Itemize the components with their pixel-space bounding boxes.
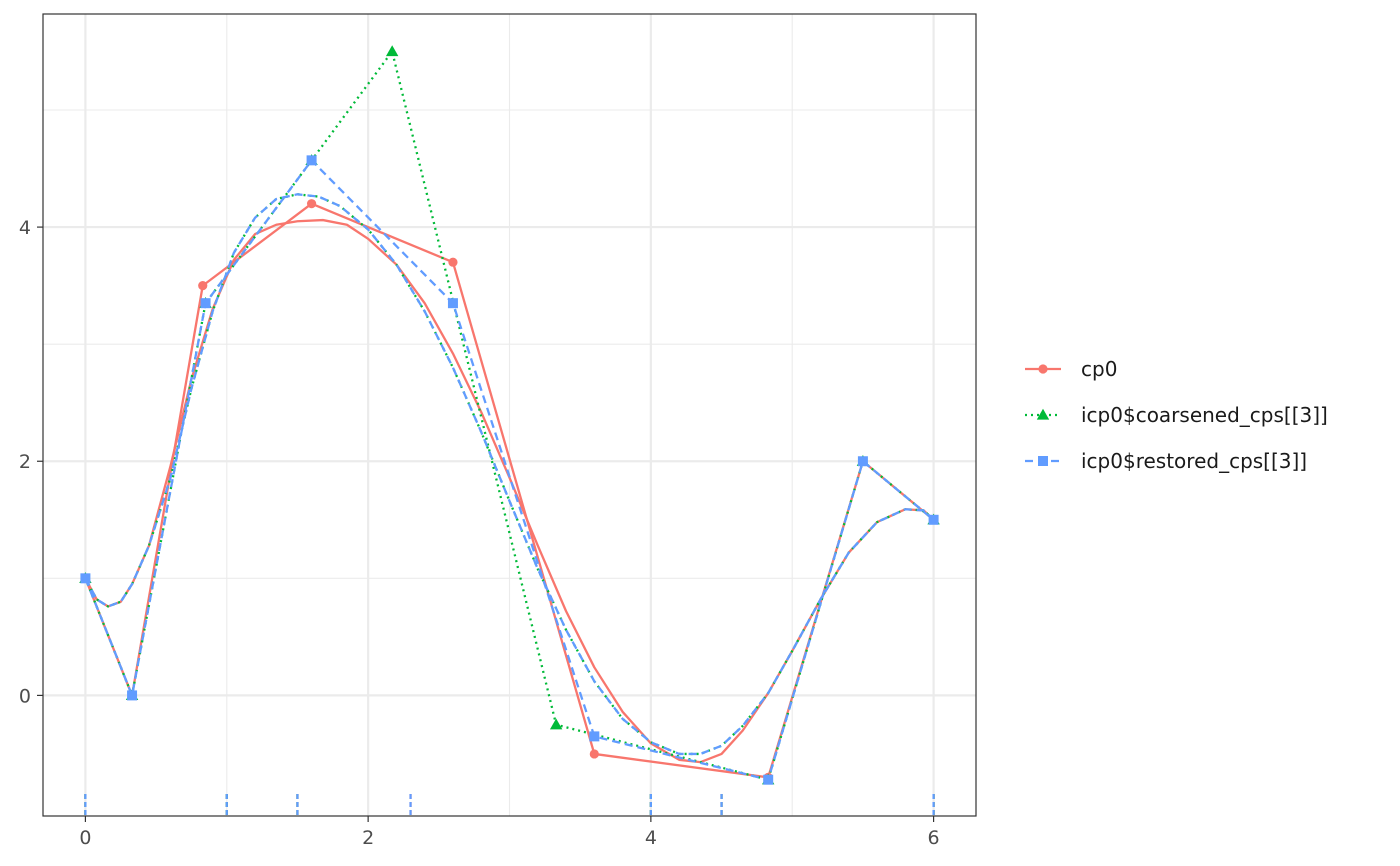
legend: cp0 icp0$coarsened_cps[[3]] icp0$restored_… [1025,357,1328,473]
data-point [200,298,211,309]
data-point [1038,364,1048,374]
data-point [447,298,458,309]
data-point [549,718,563,730]
data-point [448,257,458,267]
x-tick-label: 6 [928,827,940,849]
spline-curve [84,193,935,756]
x-tick-label: 4 [645,827,657,849]
data-point [589,731,600,742]
data-point [80,573,91,584]
data-point [198,281,208,291]
data-point [1036,408,1050,420]
data-point [306,199,317,209]
legend-item: cp0 [1025,357,1117,381]
plot-panel: 0 2 4 6 0 2 4 [19,13,977,849]
data-point [928,514,939,525]
y-tick-label: 0 [19,685,31,707]
x-tick-label: 0 [79,827,91,849]
legend-label: icp0$restored_cps[[3]] [1081,449,1307,473]
series-3 [80,155,939,785]
data-point [385,45,399,57]
legend-item: icp0$coarsened_cps[[3]] [1025,403,1328,427]
y-tick-label: 4 [19,217,31,239]
legend-item: icp0$restored_cps[[3]] [1025,449,1307,473]
data-point [857,456,868,467]
knot-rug [84,794,935,816]
data-point [1038,456,1048,466]
data-point [306,155,317,166]
control-polygon [84,50,935,781]
data-point [589,749,599,759]
panel-border [42,13,977,817]
legend-label: icp0$coarsened_cps[[3]] [1081,403,1328,427]
legend-label: cp0 [1081,357,1117,381]
data-point [127,690,138,701]
y-tick-label: 2 [19,451,31,473]
x-tick-label: 2 [362,827,374,849]
data-point [763,774,774,785]
